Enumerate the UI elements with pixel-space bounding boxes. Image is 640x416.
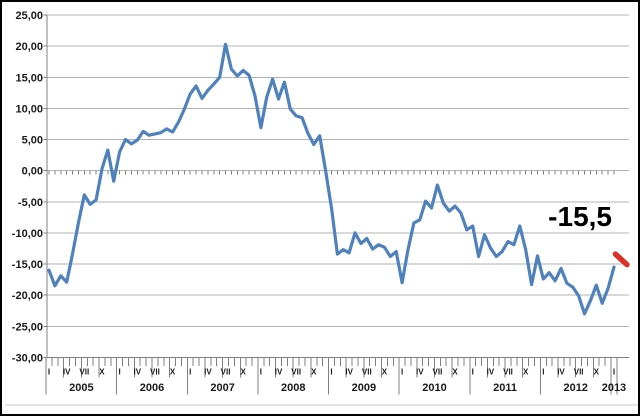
- year-label: 2010: [422, 382, 446, 394]
- year-label: 2009: [352, 382, 376, 394]
- y-axis-label: -10,00: [12, 228, 43, 240]
- last-value-label: -15,5: [548, 201, 612, 232]
- month-tick-label: VII: [79, 367, 89, 376]
- month-tick-label: I: [401, 367, 403, 376]
- month-tick-label: VII: [574, 367, 584, 376]
- month-tick-label: IV: [275, 367, 283, 376]
- series-line: [47, 42, 616, 316]
- year-label: 2013: [602, 382, 626, 394]
- month-tick-label: IV: [63, 367, 71, 376]
- y-axis-labels: 25,00 20,00 15,00 10,00 5,00 0,00 -5,00 -10,00 -…: [12, 10, 43, 364]
- month-tick-label: VII: [291, 367, 301, 376]
- month-tick-label: IV: [345, 367, 353, 376]
- month-tick-label: IV: [416, 367, 424, 376]
- month-tick-label: X: [311, 367, 317, 376]
- month-tick-label: IV: [133, 367, 141, 376]
- month-tick-label: I: [472, 367, 474, 376]
- x-axis: [45, 356, 629, 395]
- month-tick-label: X: [99, 367, 105, 376]
- month-tick-label: VII: [433, 367, 443, 376]
- month-tick-label: IV: [487, 367, 495, 376]
- month-tick-label: I: [260, 367, 262, 376]
- y-axis-label: -30,00: [12, 352, 43, 364]
- month-tick-label: VII: [362, 367, 372, 376]
- year-label: 2007: [210, 382, 234, 394]
- zero-line-ticks: [48, 170, 615, 175]
- month-tick-label: I: [119, 367, 121, 376]
- month-tick-label: VII: [221, 367, 231, 376]
- y-axis-label: 5,00: [22, 135, 43, 147]
- y-axis-label: 0,00: [22, 166, 43, 178]
- series: [47, 42, 616, 316]
- month-tick-label: I: [613, 367, 615, 376]
- y-axis-label: 10,00: [15, 103, 43, 115]
- y-axis-label: -5,00: [18, 197, 43, 209]
- y-axis-label: -20,00: [12, 290, 43, 302]
- month-tick-label: IV: [204, 367, 212, 376]
- month-tick-label: I: [189, 367, 191, 376]
- y-axis-label: -15,00: [12, 259, 43, 271]
- month-tick-label: VII: [150, 367, 160, 376]
- year-label: 2011: [493, 382, 517, 394]
- y-axis-label: -25,00: [12, 321, 43, 333]
- year-label: 2012: [563, 382, 587, 394]
- y-axis-label: 20,00: [15, 41, 43, 53]
- year-label: 2005: [69, 382, 93, 394]
- month-tick-label: I: [48, 367, 50, 376]
- month-labels: I IV VII X I IV VII X I IV VII X I IV VII X I IV VII X I IV VI…: [48, 367, 615, 376]
- last-value-marker-group: [612, 251, 630, 268]
- y-axis-label: 25,00: [15, 10, 43, 22]
- month-tick-label: I: [330, 367, 332, 376]
- month-tick-label: VII: [503, 367, 513, 376]
- month-tick-label: X: [523, 367, 529, 376]
- last-value-marker: [612, 251, 630, 268]
- month-tick-label: X: [452, 367, 458, 376]
- month-tick-label: I: [542, 367, 544, 376]
- month-tick-label: X: [170, 367, 176, 376]
- month-tick-label: IV: [557, 367, 565, 376]
- year-label: 2008: [281, 382, 305, 394]
- y-axis: [43, 14, 48, 358]
- y-axis-label: 15,00: [15, 72, 43, 84]
- gridlines: [47, 14, 629, 358]
- month-tick-label: X: [594, 367, 600, 376]
- month-tick-label: X: [382, 367, 388, 376]
- year-labels: 2005 2006 2007 2008 2009 2010 2011 2012 2013: [69, 382, 626, 394]
- month-tick-label: X: [241, 367, 247, 376]
- year-label: 2006: [140, 382, 164, 394]
